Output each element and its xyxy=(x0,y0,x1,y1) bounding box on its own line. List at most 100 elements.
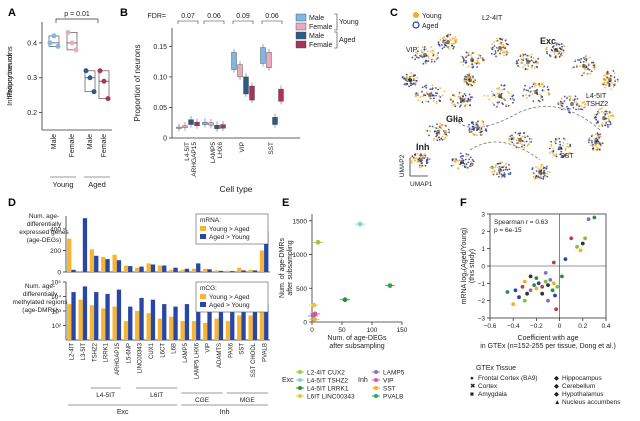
data-point xyxy=(580,241,585,246)
group-label: L6IT xyxy=(150,392,163,399)
umap-point xyxy=(609,123,612,125)
umap-point xyxy=(437,131,440,134)
umap-point xyxy=(421,90,423,93)
umap-point xyxy=(501,177,503,179)
umap-point xyxy=(537,61,540,64)
umap-point xyxy=(538,82,541,85)
y-tick-label: 0 xyxy=(163,136,167,143)
cluster-marker: ⊗ xyxy=(593,140,598,146)
umap-point xyxy=(441,37,444,39)
umap-point xyxy=(442,39,445,42)
umap-point xyxy=(516,62,519,64)
y-tick-label: 0.4 xyxy=(27,40,37,47)
umap-point xyxy=(569,151,571,154)
umap-point xyxy=(443,90,446,92)
umap-point xyxy=(569,143,572,146)
umap-point xyxy=(456,167,459,169)
y-axis-label-line: after subsampling xyxy=(287,240,294,295)
umap-point xyxy=(602,83,605,86)
umap2-label: UMAP2 xyxy=(399,154,406,177)
cluster-marker: ⊗ xyxy=(537,170,542,176)
umap-point xyxy=(558,43,561,46)
umap-point xyxy=(472,59,475,61)
umap-point xyxy=(549,152,551,155)
data-point xyxy=(534,286,539,291)
umap-point xyxy=(420,165,423,168)
umap-point xyxy=(541,83,544,86)
umap-point xyxy=(415,157,417,160)
umap-point xyxy=(548,171,551,174)
bottom-bar-0-14 xyxy=(225,321,231,340)
umap-point xyxy=(401,76,404,79)
umap-point xyxy=(462,57,465,60)
umap-point xyxy=(445,125,447,127)
y-tick-label: 200 xyxy=(50,248,61,255)
umap-point xyxy=(425,129,428,132)
umap-point xyxy=(466,52,468,55)
umap-point xyxy=(555,155,558,158)
legend-label: PVALB xyxy=(383,394,403,401)
bottom-bar-0-7 xyxy=(146,313,151,340)
umap-point xyxy=(464,166,467,169)
umap-point xyxy=(544,172,546,175)
umap-point xyxy=(539,97,542,100)
umap-point xyxy=(431,84,434,87)
umap-point xyxy=(473,79,476,81)
umap-point xyxy=(557,103,560,105)
umap-point xyxy=(596,132,599,135)
umap-point xyxy=(532,57,535,59)
x-axis-label: Cell type xyxy=(219,184,252,194)
umap-point xyxy=(505,49,508,52)
umap-point xyxy=(489,166,491,169)
umap-point xyxy=(403,83,406,86)
umap-point xyxy=(511,141,514,144)
data-point xyxy=(513,288,518,293)
umap-point xyxy=(525,89,528,91)
umap-point xyxy=(554,49,556,51)
top-y-axis-label-line: expressed genes xyxy=(19,229,69,236)
umap-point xyxy=(452,94,454,97)
umap-point xyxy=(424,164,427,167)
panel-c-umap: ⊗ ⊗ ⊗ ⊗ ⊗ ⊗ ⊗ ⊗ ⊗ ⊗ ⊗ ⊗ ⊗ ⊗ ⊗ ⊗ ⊗ ⊗ ⊗ ⊗ ⊗ ⊗ ⊗ ⊗ ⊗ Young Aged L2-4IT… xyxy=(399,12,619,188)
category-label: VIP xyxy=(206,343,212,353)
top-bar-0-1 xyxy=(78,270,83,272)
legend-marker: ◆ xyxy=(554,391,560,398)
umap-point xyxy=(495,40,498,42)
umap-point xyxy=(427,55,430,58)
umap-point xyxy=(532,100,535,103)
umap-point xyxy=(512,97,515,100)
umap-point xyxy=(522,94,525,97)
y-tick-label: 1000 xyxy=(293,252,308,259)
umap-point xyxy=(467,98,470,101)
umap-point xyxy=(430,46,433,48)
fdr-bracket xyxy=(203,20,225,24)
umap-point xyxy=(421,101,424,104)
umap-point xyxy=(578,108,580,111)
data-point xyxy=(387,283,393,288)
x-tick-label-line: L4-5IT xyxy=(184,142,191,161)
umap-point xyxy=(528,137,531,140)
umap-point xyxy=(601,107,603,110)
umap-point xyxy=(588,141,590,144)
umap-point xyxy=(592,61,595,64)
top-bar-0-3 xyxy=(101,256,106,272)
umap-point xyxy=(483,94,486,97)
umap-point xyxy=(536,62,539,65)
umap-point xyxy=(608,111,611,113)
umap-point xyxy=(592,66,595,69)
umap-point xyxy=(534,61,537,64)
umap-point xyxy=(438,129,441,132)
data-point xyxy=(578,248,583,253)
y-tick-label: 10⁴ xyxy=(51,294,61,301)
umap-point xyxy=(591,141,593,144)
data-point xyxy=(525,291,529,296)
data-point xyxy=(91,89,97,95)
data-point xyxy=(560,274,564,279)
data-point xyxy=(69,40,75,46)
umap-point xyxy=(441,123,444,126)
box-3-3 xyxy=(278,88,284,102)
data-point xyxy=(528,288,533,293)
umap-point xyxy=(447,42,449,45)
umap-point xyxy=(410,84,412,87)
umap-point xyxy=(577,59,579,61)
